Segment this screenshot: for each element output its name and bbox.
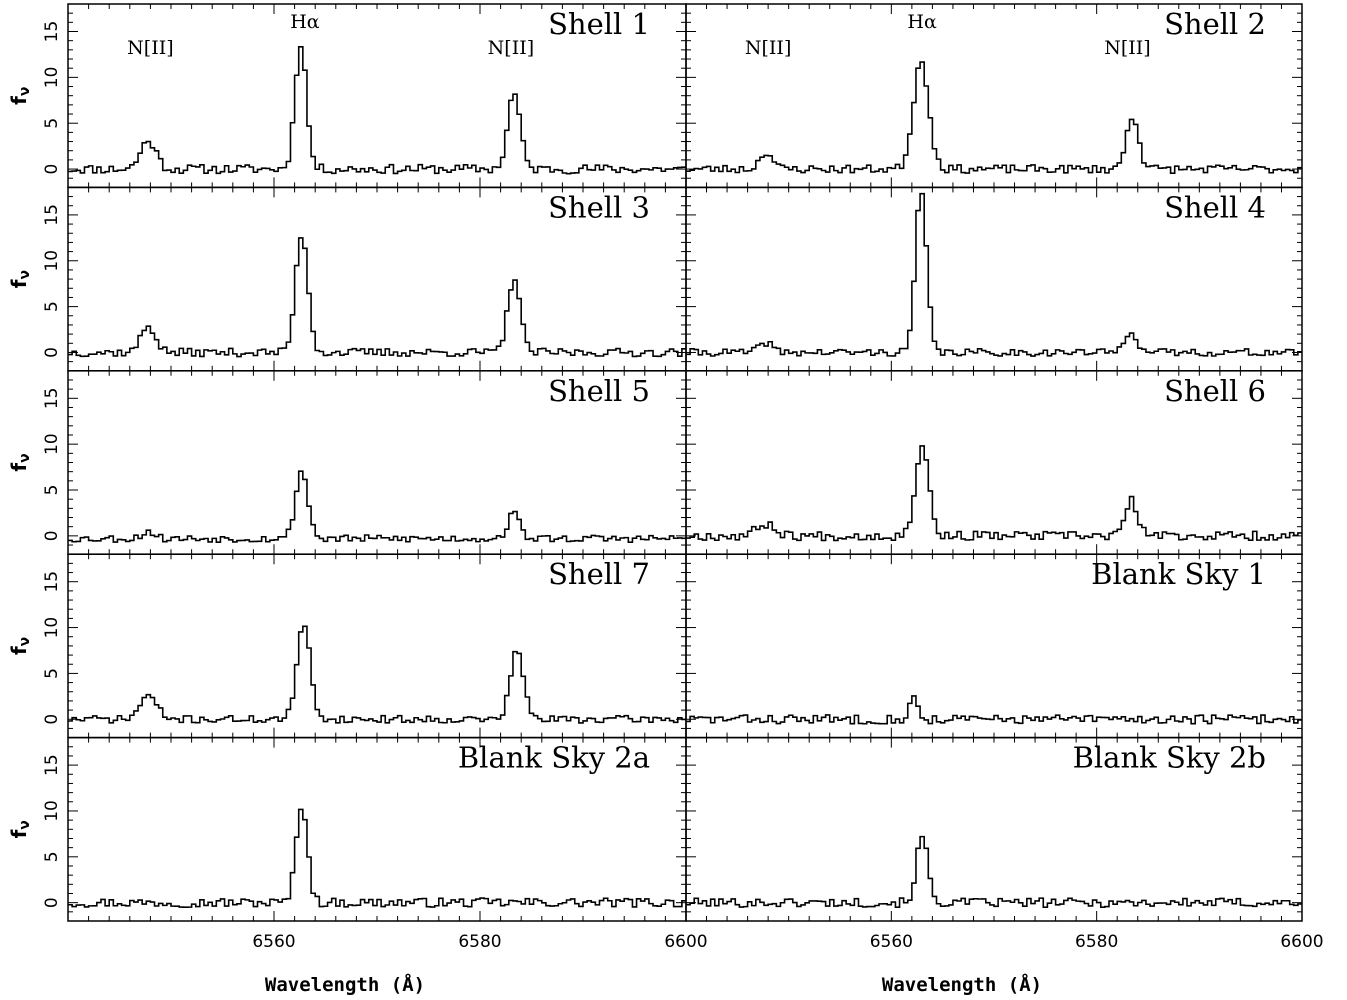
spectrum-series-line (686, 835, 1302, 909)
y-tick-label: 5 (42, 668, 62, 679)
y-tick-label: 0 (42, 164, 62, 175)
y-axis-label: fν (7, 820, 34, 838)
x-tick-label: 6600 (664, 932, 707, 952)
spectrum-series-line (68, 808, 686, 908)
y-tick-label: 15 (42, 204, 62, 226)
spectrum-series-line (68, 45, 686, 175)
y-tick-label: 10 (42, 250, 62, 272)
panel-title: Blank Sky 2b (1073, 741, 1266, 775)
spectrum-panel: Blank Sky 1 (685, 553, 1303, 739)
y-tick-label: 15 (42, 21, 62, 43)
y-tick-label: 10 (42, 800, 62, 822)
emission-line-label: N[II] (745, 37, 791, 59)
spectrum-series-line (686, 695, 1302, 725)
spectrum-series-line (68, 470, 686, 544)
x-tick-label: 6580 (458, 932, 501, 952)
x-tick-label: 6560 (870, 932, 913, 952)
y-tick-label: 0 (42, 347, 62, 358)
panel-title: Blank Sky 2a (458, 741, 650, 775)
y-axis-label: fν (7, 453, 34, 471)
y-tick-label: 15 (42, 571, 62, 593)
panels-layer: 0 5 10 15 fν Shell 1 N[II] Hα N[II] Shell 2 N[II] H… (7, 3, 1303, 922)
spectrum-panel: 0 5 10 15 fν Shell 5 (7, 370, 687, 555)
y-tick-label: 5 (42, 851, 62, 862)
y-axis-label: fν (7, 270, 34, 288)
spectrum-series-line (686, 445, 1302, 542)
y-tick-label: 0 (42, 530, 62, 541)
spectrum-panel: 0 5 10 15 fν Blank Sky 2a (7, 736, 687, 922)
panel-title: Shell 7 (548, 557, 650, 591)
spectrum-series-line (686, 192, 1302, 357)
panel-title: Blank Sky 1 (1091, 557, 1266, 591)
spectrum-panel: Shell 4 (685, 186, 1303, 372)
y-tick-label: 5 (42, 118, 62, 129)
emission-line-label: Hα (907, 11, 937, 33)
x-axis-label: Wavelength (Å) (265, 972, 425, 996)
panel-title: Shell 6 (1164, 374, 1266, 408)
y-tick-label: 10 (42, 433, 62, 455)
spectrum-panel: Blank Sky 2b (685, 736, 1303, 922)
spectrum-panel: Shell 6 (685, 370, 1303, 555)
axis-layer: 6560 6580 6600 Wavelength (Å) 6560 6580 6600 Wa… (252, 932, 1323, 996)
y-axis-label: fν (7, 637, 34, 655)
y-tick-label: 0 (42, 897, 62, 908)
emission-line-label: N[II] (488, 37, 534, 59)
spectrum-panel: Shell 2 N[II] Hα N[II] (685, 3, 1303, 189)
spectrum-panel: 0 5 10 15 fν Shell 7 (7, 553, 687, 739)
panel-title: Shell 1 (548, 7, 650, 41)
emission-line-label: N[II] (127, 37, 173, 59)
y-axis-label: fν (7, 87, 34, 105)
y-tick-label: 10 (42, 617, 62, 639)
x-tick-label: 6580 (1075, 932, 1118, 952)
spectrum-panel: 0 5 10 15 fν Shell 3 (7, 186, 687, 372)
spectrum-series-line (686, 61, 1302, 174)
y-tick-label: 5 (42, 485, 62, 496)
y-tick-label: 10 (42, 67, 62, 89)
emission-line-label: Hα (290, 11, 320, 33)
y-tick-label: 0 (42, 714, 62, 725)
panel-title: Shell 4 (1164, 190, 1266, 224)
y-tick-label: 15 (42, 754, 62, 776)
spectrum-series-line (68, 625, 686, 724)
spectrum-panel: 0 5 10 15 fν Shell 1 N[II] Hα N[II] (7, 3, 687, 189)
panel-title: Shell 5 (548, 374, 650, 408)
panel-title: Shell 2 (1164, 7, 1266, 41)
x-tick-label: 6560 (252, 932, 295, 952)
y-tick-label: 15 (42, 387, 62, 409)
emission-line-label: N[II] (1104, 37, 1150, 59)
spectrum-series-line (68, 237, 686, 358)
x-axis-label: Wavelength (Å) (882, 972, 1042, 996)
x-tick-label: 6600 (1280, 932, 1323, 952)
y-tick-label: 5 (42, 301, 62, 312)
panel-title: Shell 3 (548, 190, 650, 224)
